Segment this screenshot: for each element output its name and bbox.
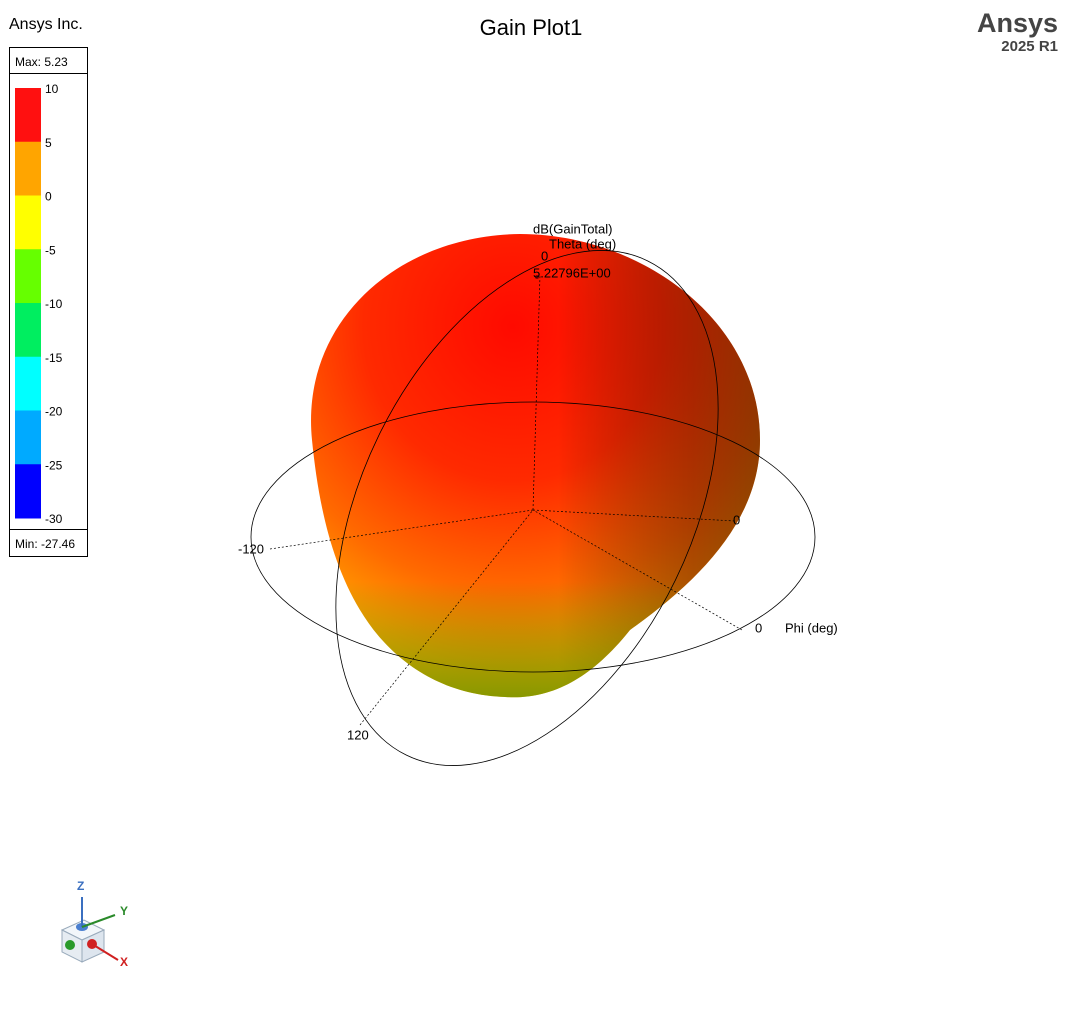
phi-tick: -120 bbox=[238, 541, 264, 556]
x-label: X bbox=[120, 955, 128, 969]
x-axis bbox=[91, 943, 119, 961]
legend-tick: -25 bbox=[45, 458, 63, 472]
color-band bbox=[15, 410, 41, 465]
legend-tick: -30 bbox=[45, 512, 63, 526]
legend-tick: -20 bbox=[45, 405, 63, 419]
legend-min: Min: -27.46 bbox=[15, 537, 75, 551]
phi-circle bbox=[250, 401, 816, 673]
max-marker bbox=[535, 275, 539, 279]
y-knob bbox=[65, 940, 75, 950]
legend-tick: -10 bbox=[45, 297, 63, 311]
color-band bbox=[15, 464, 41, 519]
title: Gain Plot1 bbox=[480, 15, 583, 40]
theta-label: Theta (deg) bbox=[549, 236, 616, 251]
color-band bbox=[15, 141, 41, 196]
phi-tick: 0 bbox=[733, 512, 740, 527]
quantity-label: dB(GainTotal) bbox=[533, 221, 612, 236]
legend-tick: 10 bbox=[45, 82, 59, 96]
theta-circle bbox=[335, 250, 719, 766]
color-band bbox=[15, 195, 41, 250]
brand: Ansys bbox=[977, 8, 1058, 38]
theta-value: 0 bbox=[541, 248, 548, 263]
company: Ansys Inc. bbox=[9, 16, 83, 33]
axis-triad: Z Y X bbox=[60, 879, 128, 969]
color-band bbox=[15, 249, 41, 304]
legend: Max: 5.23 Min: -27.46 10 5 0 -5 -10 -15 -20 -25… bbox=[9, 47, 88, 557]
y-axis bbox=[81, 914, 116, 928]
lobe-shade bbox=[311, 234, 760, 698]
version: 2025 R1 bbox=[1001, 38, 1058, 55]
legend-tick: -5 bbox=[45, 243, 56, 257]
legend-max: Max: 5.23 bbox=[15, 55, 68, 69]
color-band bbox=[15, 88, 41, 143]
legend-tick: -15 bbox=[45, 351, 63, 365]
z-label: Z bbox=[77, 879, 84, 893]
phi-tick: 0 bbox=[755, 620, 762, 635]
legend-tick: 5 bbox=[45, 136, 52, 150]
color-band bbox=[15, 356, 41, 411]
max-value: 5.22796E+00 bbox=[533, 265, 611, 280]
pattern: dB(GainTotal) Theta (deg) 0 5.22796E+00 … bbox=[238, 221, 838, 766]
y-label: Y bbox=[120, 904, 128, 918]
axis-lines bbox=[269, 274, 743, 726]
legend-tick: 0 bbox=[45, 190, 52, 204]
phi-label: Phi (deg) bbox=[785, 620, 838, 635]
color-band bbox=[15, 303, 41, 358]
phi-tick: 120 bbox=[347, 727, 369, 742]
